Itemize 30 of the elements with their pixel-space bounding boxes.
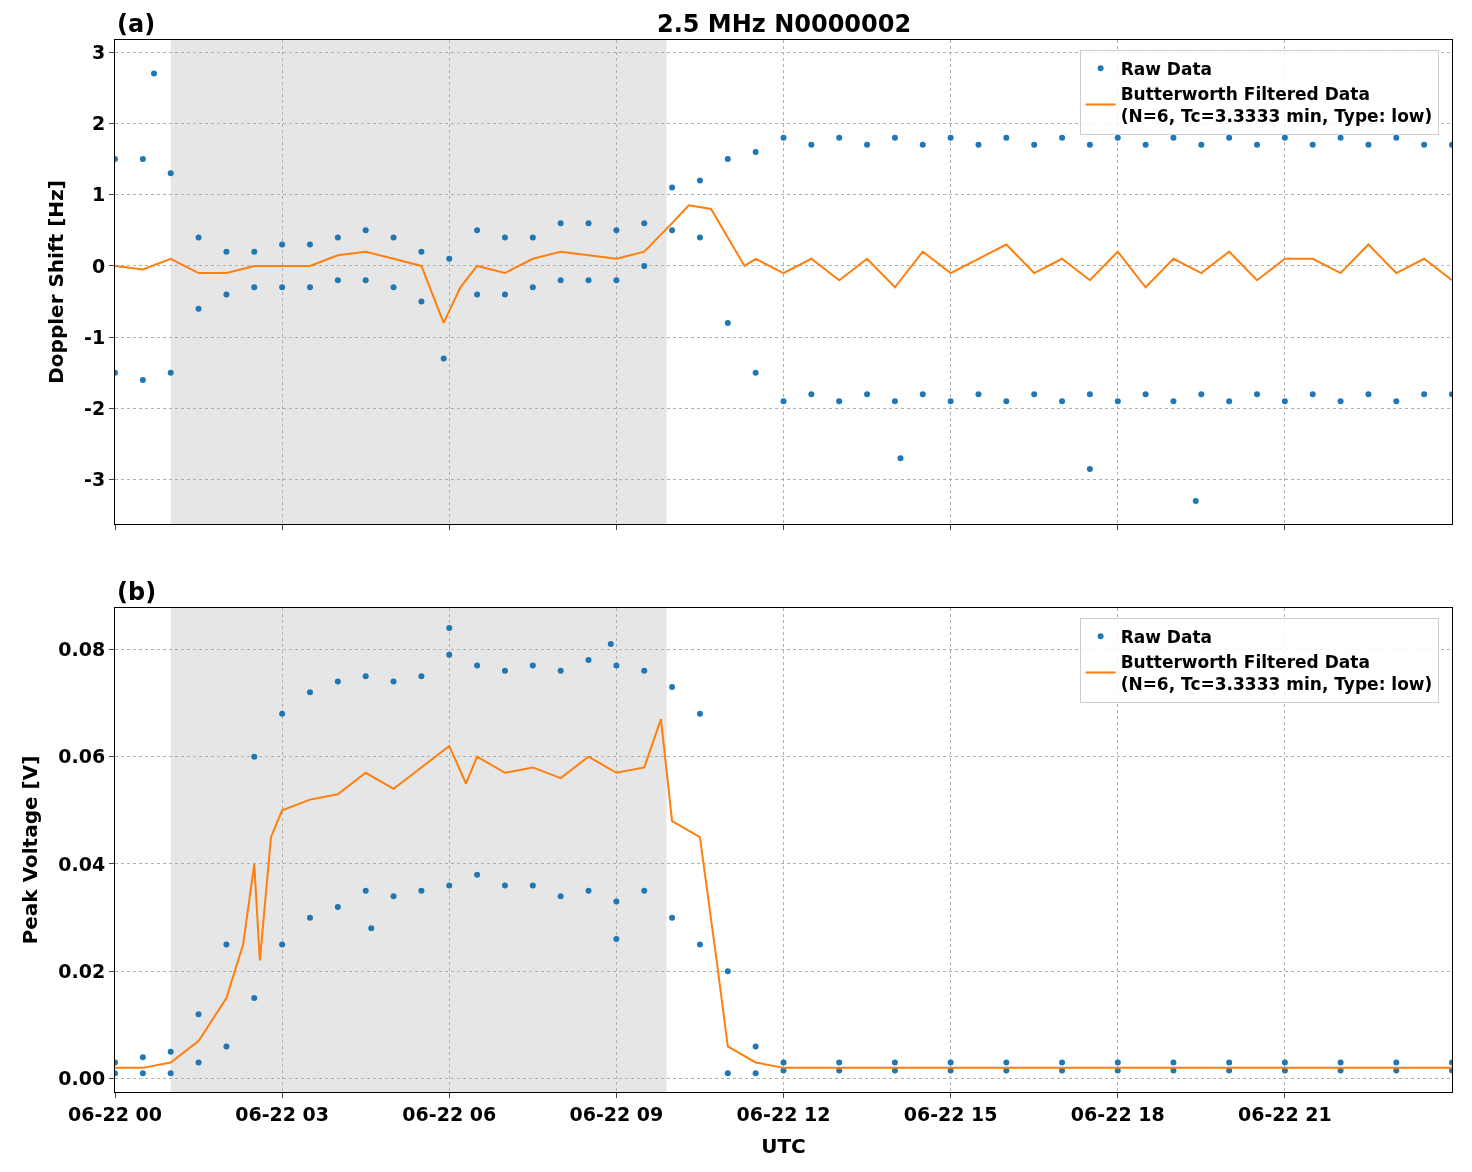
x-tick-label: 06-22 09 — [569, 1102, 664, 1125]
text: (b) — [117, 578, 157, 606]
legend-label: Butterworth Filtered Data (N=6, Tc=3.3333 min, Type: low) — [1120, 652, 1433, 695]
legend-label: Butterworth Filtered Data (N=6, Tc=3.3333 min, Type: low) — [1120, 83, 1433, 127]
x-tick-label: 06-22 06 — [402, 1102, 497, 1125]
y-tick-label: 0.02 — [58, 959, 106, 982]
y-tick-label: 0.00 — [58, 1067, 106, 1090]
y-tick-label: -3 — [84, 468, 106, 491]
legend-label: Raw Data — [1120, 626, 1213, 647]
y-tick-label: 2 — [91, 112, 106, 135]
y-tick-label: 0.04 — [58, 852, 106, 875]
x-tick-label: 06-22 18 — [1070, 1102, 1165, 1125]
x-tick-label: 06-22 21 — [1237, 1102, 1332, 1125]
x-tick-label: 06-22 00 — [68, 1102, 162, 1125]
y-tick-label: -2 — [84, 397, 106, 420]
chart-title: 2.5 MHz N0000002 — [657, 10, 912, 38]
x-tick-label: 06-22 15 — [903, 1102, 998, 1125]
y-tick-label: 3 — [91, 40, 106, 63]
x-axis-title: UTC — [761, 1134, 806, 1159]
x-tick-label: 06-22 03 — [235, 1102, 330, 1125]
y-axis-title: Peak Voltage [V] — [17, 755, 42, 945]
y-tick-label: 0.06 — [58, 745, 106, 768]
legend-label: Raw Data — [1120, 58, 1213, 79]
y-tick-label: -1 — [84, 325, 106, 348]
x-tick-label: 06-22 12 — [736, 1102, 831, 1125]
y-tick-label: 0 — [91, 254, 106, 277]
y-tick-label: 0.08 — [58, 638, 106, 661]
y-axis-title: Doppler Shift [Hz] — [43, 180, 68, 384]
text: (a) — [117, 10, 156, 38]
y-tick-label: 1 — [91, 183, 106, 206]
